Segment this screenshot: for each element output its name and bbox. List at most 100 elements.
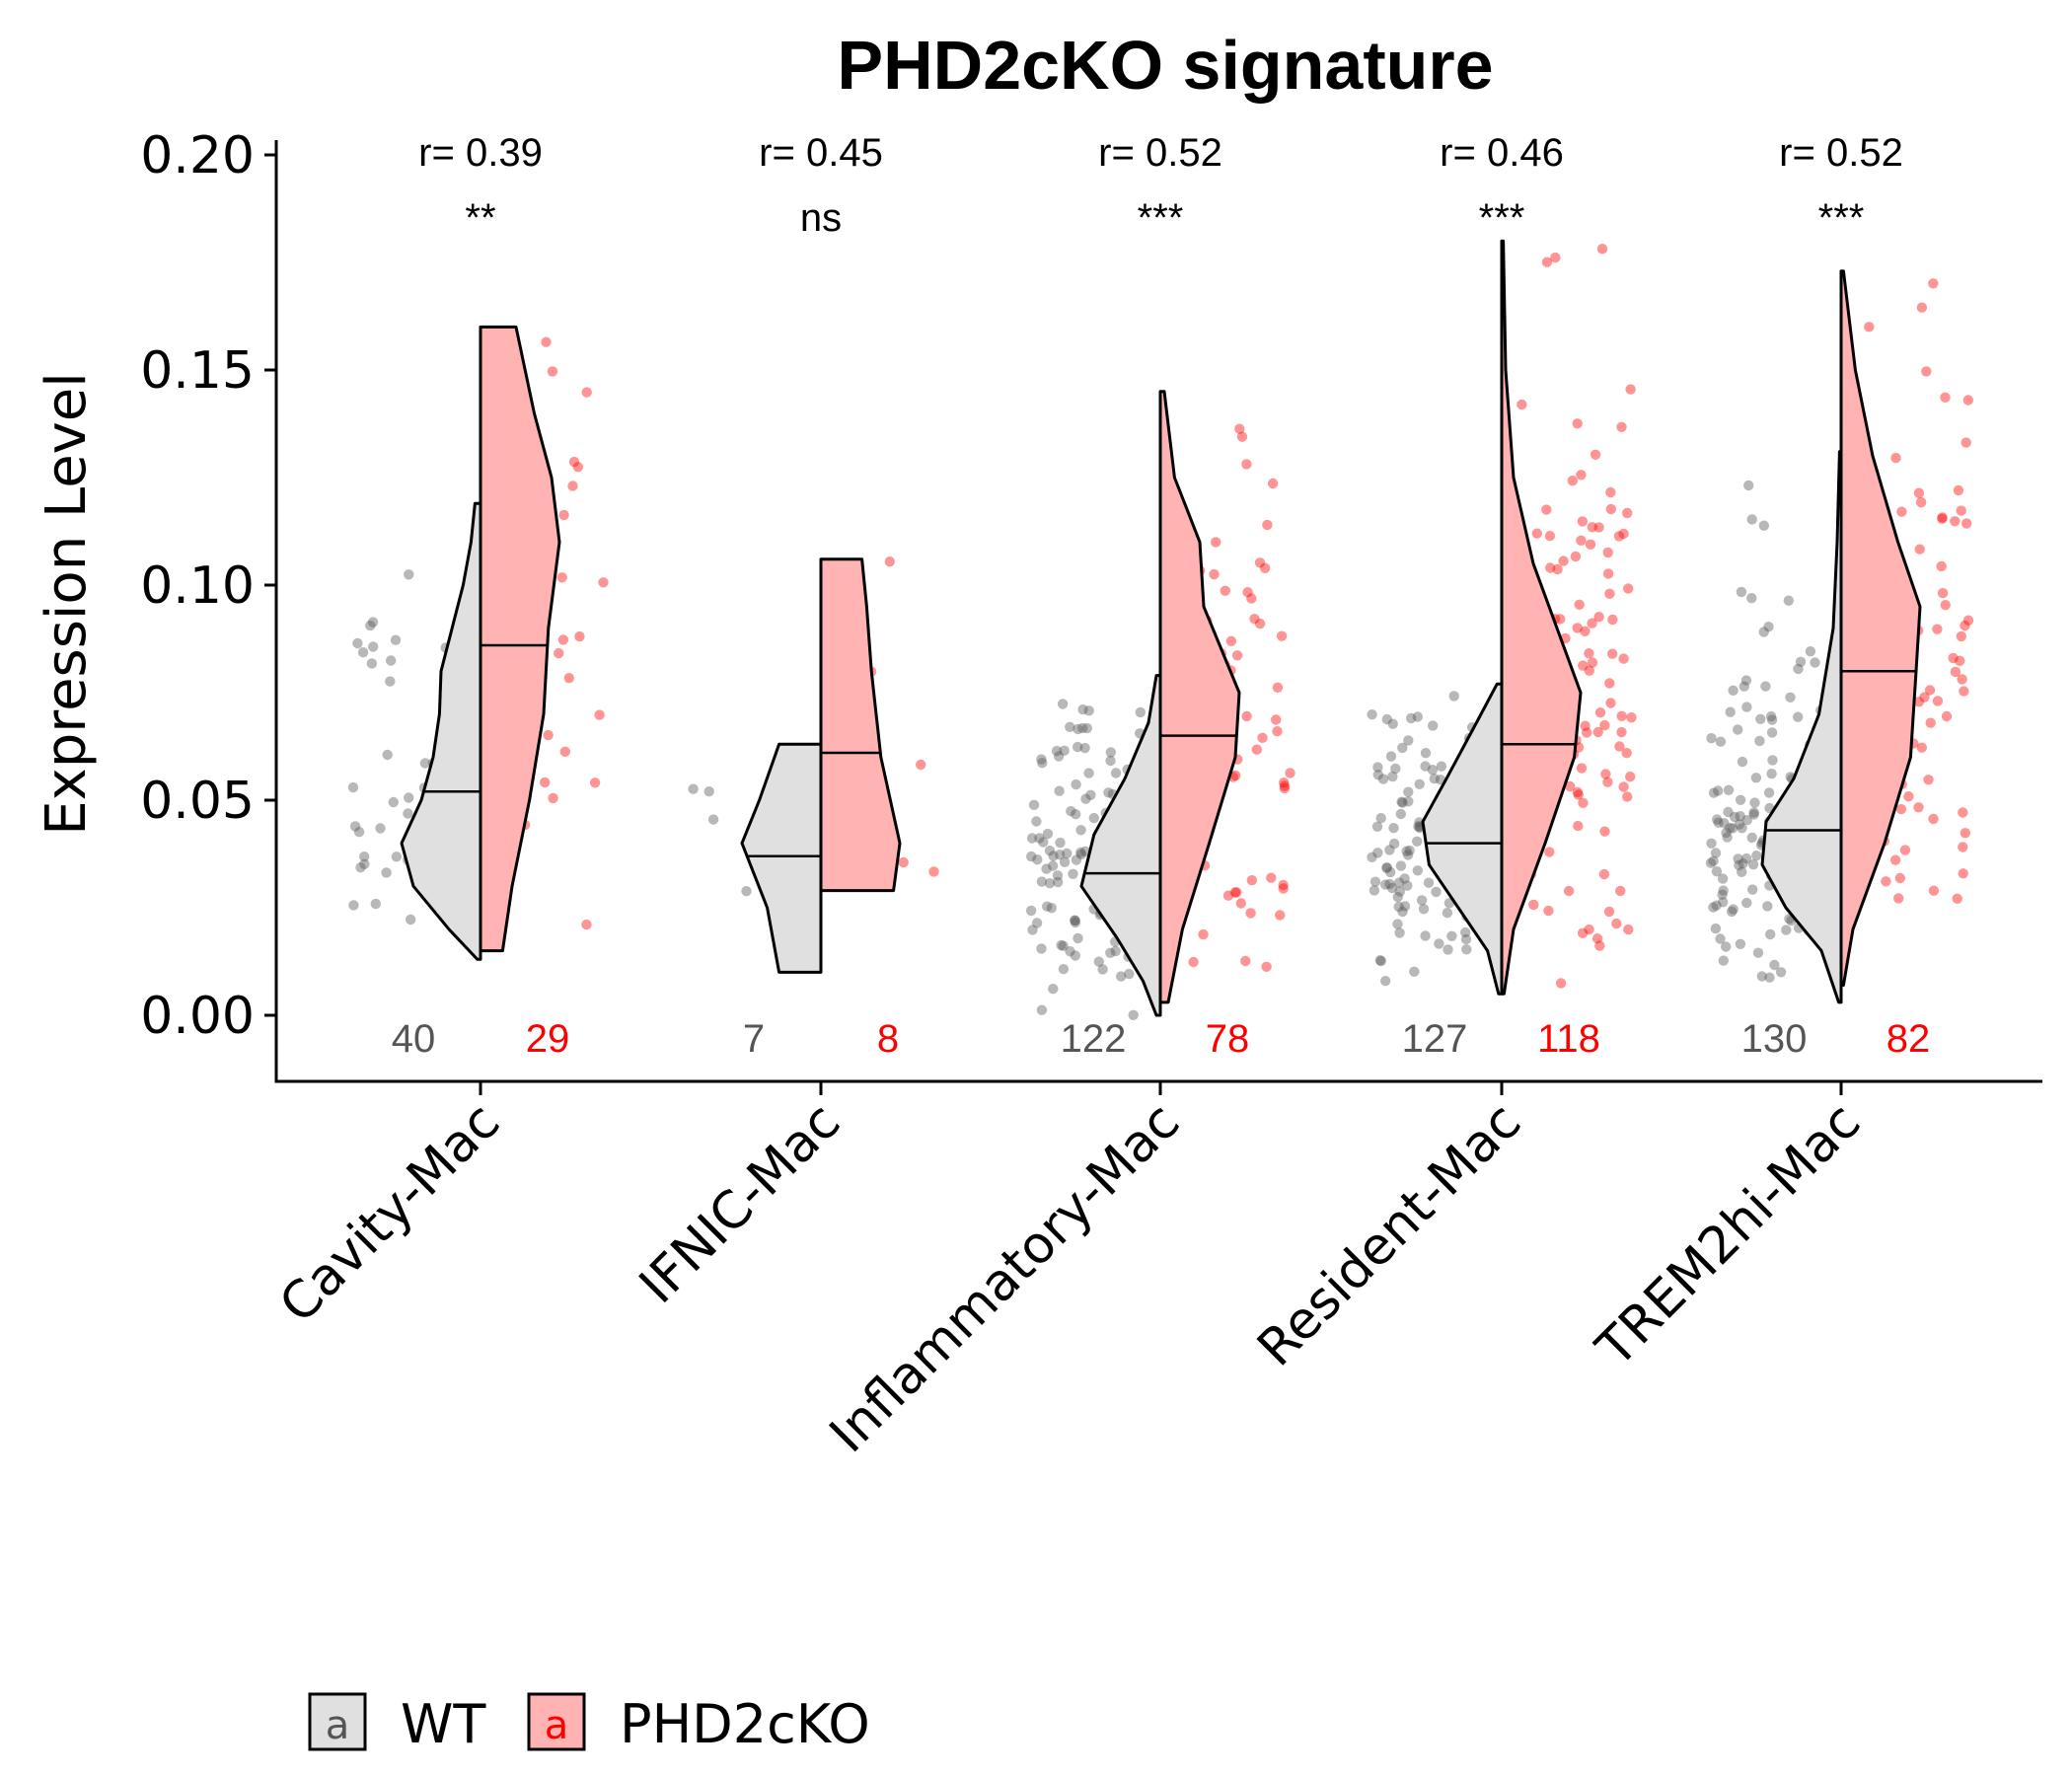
data-point-ko [1531, 528, 1543, 539]
data-point-wt [1044, 846, 1056, 856]
data-point-wt [1763, 622, 1774, 632]
data-point-wt [1124, 968, 1135, 980]
data-point-ko [1958, 842, 1968, 852]
data-point-wt [1110, 945, 1121, 957]
data-point-ko [1271, 714, 1282, 725]
data-point-wt [1765, 710, 1777, 722]
data-point-wt [1420, 748, 1432, 759]
data-point-wt [1746, 593, 1757, 604]
data-point-ko [1541, 504, 1552, 515]
data-point-ko [1626, 712, 1637, 723]
data-point-ko [1582, 727, 1592, 738]
data-point-wt [1056, 939, 1067, 951]
data-point-ko [1198, 928, 1209, 940]
data-point-wt [1735, 794, 1746, 805]
data-point-wt [1399, 873, 1410, 884]
data-point-wt [1031, 816, 1042, 827]
data-point-wt [1738, 858, 1748, 869]
data-point-ko [1955, 655, 1965, 666]
data-point-wt [1394, 886, 1406, 897]
data-point-wt [1041, 863, 1052, 874]
data-point-wt [703, 786, 714, 797]
data-point-ko [1928, 885, 1940, 896]
data-point-wt [1071, 809, 1081, 820]
data-point-ko [1584, 665, 1595, 676]
data-point-ko [543, 729, 554, 741]
data-point-wt [1711, 900, 1722, 911]
violin-ko-resident-mac [1500, 239, 1583, 996]
data-point-ko [1544, 531, 1556, 542]
data-point-ko [1279, 782, 1291, 794]
data-point-ko [1272, 726, 1283, 737]
count-label-ko: 8 [877, 1017, 899, 1061]
data-point-ko [1605, 698, 1616, 708]
data-point-ko [1578, 660, 1589, 671]
data-point-wt [1728, 904, 1739, 915]
data-point-ko [1275, 910, 1286, 921]
data-point-ko [1279, 780, 1291, 791]
data-point-wt [1402, 850, 1414, 860]
data-point-ko [1555, 978, 1567, 989]
data-point-wt [1058, 964, 1070, 975]
data-point-wt [1721, 941, 1732, 952]
data-point-wt [1740, 852, 1752, 864]
data-point-wt [1746, 832, 1757, 844]
data-point-wt [1767, 755, 1778, 766]
correlation-label: r= 0.39 [418, 131, 543, 175]
data-point-ko [1590, 449, 1601, 460]
data-point-ko [1545, 562, 1556, 573]
data-point-ko [1517, 399, 1527, 410]
data-point-wt [1048, 851, 1059, 861]
data-point-wt [404, 792, 414, 803]
data-point-wt [1420, 930, 1431, 941]
data-point-wt [1105, 755, 1116, 767]
data-point-ko [1230, 770, 1241, 781]
data-point-wt [1414, 778, 1425, 789]
data-point-ko [1893, 893, 1904, 904]
data-point-ko [1242, 587, 1253, 598]
data-point-ko [1211, 537, 1221, 548]
data-point-ko [1903, 791, 1914, 802]
data-point-wt [1401, 846, 1412, 856]
y-axis-label: Expression Level [35, 372, 99, 836]
data-point-wt [1085, 789, 1096, 800]
data-point-wt [1783, 595, 1795, 606]
data-point-ko [548, 792, 558, 804]
data-point-wt [1722, 832, 1733, 843]
data-point-ko [1950, 666, 1961, 678]
data-point-wt [1392, 919, 1403, 929]
data-point-wt [1088, 812, 1100, 824]
data-point-ko [1240, 955, 1251, 967]
data-point-ko [1937, 513, 1948, 524]
count-label-ko: 118 [1537, 1017, 1600, 1061]
data-point-ko [1528, 899, 1539, 911]
data-point-wt [1046, 903, 1058, 914]
data-point-wt [1036, 876, 1048, 887]
data-point-ko [1940, 392, 1951, 403]
data-point-wt [1027, 925, 1038, 935]
data-point-ko [1914, 544, 1925, 555]
data-point-ko [1607, 648, 1618, 659]
data-point-ko [1618, 781, 1629, 792]
data-point-ko [1616, 421, 1627, 432]
data-point-wt [1083, 768, 1094, 778]
data-point-wt [1403, 735, 1414, 746]
data-point-ko [1953, 484, 1964, 496]
data-point-ko [898, 856, 909, 868]
data-point-ko [1544, 847, 1555, 857]
data-point-ko [1587, 522, 1598, 533]
data-point-wt [406, 914, 416, 925]
data-point-wt [1735, 811, 1745, 822]
data-point-ko [1543, 905, 1554, 917]
data-point-ko [1936, 560, 1947, 572]
data-point-ko [1958, 807, 1968, 818]
data-point-ko [1948, 652, 1959, 664]
data-point-ko [1593, 612, 1604, 623]
data-point-ko [1605, 486, 1616, 498]
data-point-wt [1372, 762, 1383, 773]
data-point-ko [1599, 719, 1610, 731]
data-point-ko [1602, 568, 1614, 579]
data-point-ko [1928, 813, 1939, 825]
legend-key-phd2cko [527, 1692, 586, 1751]
violin-ko-inflammatory-mac [1158, 390, 1241, 1004]
